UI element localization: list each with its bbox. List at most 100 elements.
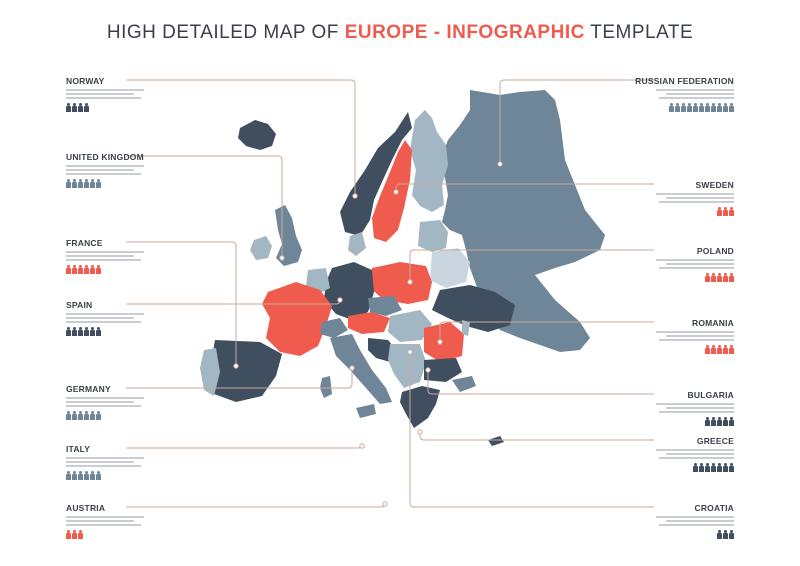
population-icons bbox=[66, 529, 196, 539]
person-icon bbox=[699, 462, 704, 472]
placeholder-text-lines bbox=[604, 449, 734, 459]
connector-dot bbox=[352, 193, 358, 199]
person-icon bbox=[699, 102, 704, 112]
person-icon bbox=[96, 264, 101, 274]
placeholder-text-lines bbox=[604, 259, 734, 269]
person-icon bbox=[729, 102, 734, 112]
person-icon bbox=[717, 416, 722, 426]
person-icon bbox=[729, 529, 734, 539]
right-label-card: CROATIA bbox=[604, 503, 734, 539]
connector-line bbox=[409, 249, 654, 282]
person-icon bbox=[705, 462, 710, 472]
person-icon bbox=[705, 272, 710, 282]
connector-dot bbox=[407, 279, 413, 285]
country-norway[interactable] bbox=[340, 112, 412, 236]
connector-dot bbox=[382, 501, 388, 507]
country-denmark bbox=[348, 232, 366, 256]
person-icon bbox=[729, 462, 734, 472]
country-russia[interactable] bbox=[440, 90, 605, 352]
right-label-card: GREECE bbox=[604, 436, 734, 472]
left-label-card: GERMANY bbox=[66, 384, 196, 420]
person-icon bbox=[72, 102, 77, 112]
country-label: FRANCE bbox=[66, 238, 103, 248]
country-uk[interactable] bbox=[275, 205, 302, 266]
country-label: POLAND bbox=[696, 246, 734, 256]
country-greece[interactable] bbox=[400, 386, 440, 428]
person-icon bbox=[711, 416, 716, 426]
person-icon bbox=[669, 102, 674, 112]
population-icons bbox=[66, 470, 196, 480]
country-label: GERMANY bbox=[66, 384, 111, 394]
country-bulgaria[interactable] bbox=[424, 358, 462, 382]
person-icon bbox=[723, 462, 728, 472]
connector-dot bbox=[407, 349, 413, 355]
country-label: SPAIN bbox=[66, 300, 93, 310]
country-label: ROMANIA bbox=[691, 318, 734, 328]
country-slovakia-hungary bbox=[388, 310, 432, 342]
country-label: AUSTRIA bbox=[66, 503, 106, 513]
left-label-card: ITALY bbox=[66, 444, 196, 480]
person-icon bbox=[711, 462, 716, 472]
person-icon bbox=[705, 102, 710, 112]
country-sweden[interactable] bbox=[372, 140, 412, 242]
country-sicily bbox=[356, 404, 376, 418]
page-title: HIGH DETAILED MAP OF EUROPE - INFOGRAPHI… bbox=[0, 22, 800, 44]
connector-dot bbox=[233, 363, 239, 369]
left-label-card: AUSTRIA bbox=[66, 503, 196, 539]
country-austria[interactable] bbox=[348, 312, 390, 334]
connector-dot bbox=[393, 189, 399, 195]
connector-line bbox=[126, 155, 283, 258]
connector-dot bbox=[349, 365, 355, 371]
country-germany[interactable] bbox=[324, 262, 374, 320]
connector-line bbox=[126, 368, 353, 389]
person-icon bbox=[66, 178, 71, 188]
title-suffix: TEMPLATE bbox=[584, 22, 694, 43]
right-label-card: ROMANIA bbox=[604, 318, 734, 354]
person-icon bbox=[72, 178, 77, 188]
country-label: UNITED KINGDOM bbox=[66, 152, 144, 162]
country-france[interactable] bbox=[262, 282, 332, 356]
country-finland[interactable] bbox=[410, 110, 448, 212]
country-label: GREECE bbox=[696, 436, 734, 446]
connector-line bbox=[439, 321, 654, 342]
person-icon bbox=[66, 529, 71, 539]
population-icons bbox=[66, 102, 196, 112]
person-icon bbox=[711, 102, 716, 112]
person-icon bbox=[90, 326, 95, 336]
person-icon bbox=[84, 326, 89, 336]
country-label: SWEDEN bbox=[695, 180, 734, 190]
country-romania[interactable] bbox=[424, 322, 464, 362]
connector-line bbox=[126, 241, 237, 366]
person-icon bbox=[723, 529, 728, 539]
connector-dot bbox=[497, 161, 503, 167]
person-icon bbox=[717, 344, 722, 354]
person-icon bbox=[717, 462, 722, 472]
person-icon bbox=[72, 470, 77, 480]
connector-lines bbox=[126, 79, 654, 508]
country-italy[interactable] bbox=[330, 334, 392, 404]
population-icons bbox=[604, 462, 734, 472]
person-icon bbox=[78, 178, 83, 188]
person-icon bbox=[723, 416, 728, 426]
person-icon bbox=[90, 470, 95, 480]
person-icon bbox=[705, 344, 710, 354]
person-icon bbox=[717, 102, 722, 112]
person-icon bbox=[72, 326, 77, 336]
placeholder-text-lines bbox=[66, 397, 196, 407]
population-icons bbox=[66, 178, 196, 188]
country-spain[interactable] bbox=[210, 340, 282, 402]
country-turkey bbox=[452, 376, 476, 392]
person-icon bbox=[687, 102, 692, 112]
population-icons bbox=[66, 264, 196, 274]
person-icon bbox=[717, 529, 722, 539]
placeholder-text-lines bbox=[66, 313, 196, 323]
person-icon bbox=[90, 264, 95, 274]
placeholder-text-lines bbox=[604, 403, 734, 413]
country-poland[interactable] bbox=[370, 262, 432, 304]
person-icon bbox=[717, 206, 722, 216]
person-icon bbox=[78, 326, 83, 336]
country-portugal bbox=[200, 348, 220, 396]
left-label-card: UNITED KINGDOM bbox=[66, 152, 196, 188]
person-icon bbox=[78, 264, 83, 274]
